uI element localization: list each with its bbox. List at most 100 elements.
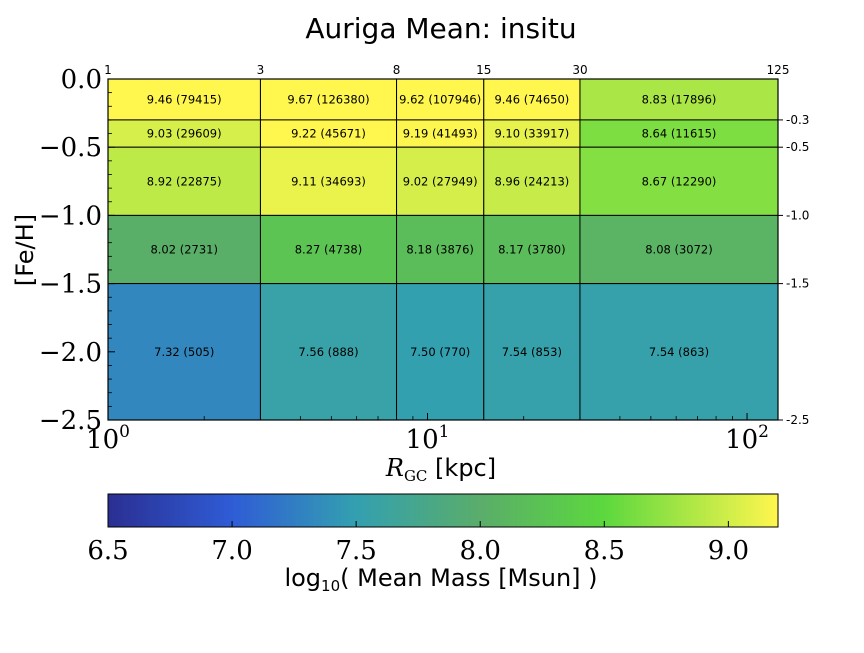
colorbar-segment	[152, 494, 156, 527]
heatmap-cell	[579, 119, 779, 148]
colorbar-segment	[718, 494, 722, 527]
colorbar-segment	[229, 494, 233, 527]
colorbar-segment	[175, 494, 179, 527]
colorbar-segment	[400, 494, 404, 527]
cell-label: 7.32 (505)	[154, 345, 214, 359]
colorbar-segment	[745, 494, 749, 527]
colorbar-segment	[487, 494, 491, 527]
heatmap-cells	[107, 78, 779, 421]
colorbar-segment	[443, 494, 447, 527]
colorbar-segment	[232, 494, 236, 527]
colorbar-segment	[269, 494, 273, 527]
colorbar-segment	[328, 494, 332, 527]
colorbar-segment	[713, 494, 717, 527]
y-tick-label: −2.5	[39, 406, 102, 436]
heatmap-cell	[107, 78, 261, 121]
colorbar-segment	[237, 494, 241, 527]
colorbar-segment	[207, 494, 211, 527]
colorbar-segment	[586, 494, 591, 527]
colorbar-segment	[753, 494, 757, 527]
colorbar-segment	[532, 494, 536, 527]
colorbar-tick-label: 7.0	[211, 536, 252, 566]
right-edge-label: -1.0	[786, 208, 809, 222]
colorbar-segment	[130, 494, 134, 527]
colorbar-segment	[569, 494, 573, 527]
colorbar-segment	[415, 494, 419, 527]
colorbar-segment	[135, 494, 139, 527]
colorbar-segment	[477, 494, 481, 527]
cell-label: 7.54 (863)	[649, 345, 709, 359]
cell-label: 9.19 (41493)	[403, 127, 478, 141]
colorbar-segment	[165, 494, 169, 527]
colorbar-segment	[341, 494, 345, 527]
colorbar-segment	[435, 494, 439, 527]
cell-label: 9.22 (45671)	[291, 127, 366, 141]
colorbar-segment	[522, 494, 526, 527]
cell-label: 9.02 (27949)	[403, 174, 478, 188]
plot-frame	[107, 78, 779, 421]
cell-label: 9.10 (33917)	[494, 127, 569, 141]
colorbar-segment	[559, 494, 563, 527]
colorbar-segment	[735, 494, 739, 527]
right-edge-label: -1.5	[786, 277, 809, 291]
colorbar-segment	[388, 494, 392, 527]
colorbar-segment	[614, 494, 618, 527]
colorbar-segment	[452, 494, 457, 527]
colorbar-tick-label: 8.0	[460, 536, 501, 566]
colorbar-segment	[242, 494, 246, 527]
chart-title: Auriga Mean: insitu	[305, 12, 576, 45]
colorbar-segment	[703, 494, 707, 527]
colorbar-segment	[529, 494, 533, 527]
colorbar-segment	[527, 494, 531, 527]
colorbar-segment	[249, 494, 253, 527]
colorbar-segment	[363, 494, 367, 527]
colorbar-segment	[775, 494, 779, 527]
heatmap-cell	[396, 146, 485, 216]
colorbar-segment	[621, 494, 625, 527]
colorbar-segment	[589, 494, 593, 527]
colorbar-segment	[254, 494, 258, 527]
colorbar-segment	[122, 494, 126, 527]
colorbar-segment	[770, 494, 774, 527]
colorbar-segment	[172, 494, 176, 527]
colorbar-segment	[286, 494, 290, 527]
colorbar-segment	[619, 494, 623, 527]
colorbar-segment	[646, 494, 650, 527]
colorbar-segment	[460, 494, 464, 527]
colorbar-segment	[390, 494, 394, 527]
cell-label: 8.83 (17896)	[642, 92, 717, 106]
colorbar-segment	[626, 494, 630, 527]
colorbar-label: log10( Mean Mass [Msun] )	[284, 564, 597, 595]
top-edge-label: 8	[393, 63, 401, 77]
colorbar-segment	[624, 494, 628, 527]
heatmap-cell	[396, 214, 485, 285]
colorbar-segment	[542, 494, 546, 527]
colorbar-segment	[323, 494, 327, 527]
x-tick-label: 100	[86, 422, 130, 455]
colorbar-segment	[202, 494, 206, 527]
colorbar-segment	[266, 494, 270, 527]
colorbar-segment	[507, 494, 511, 527]
colorbar-segment	[668, 494, 672, 527]
colorbar-segment	[490, 494, 494, 527]
colorbar-segment	[398, 494, 402, 527]
colorbar-segment	[616, 494, 620, 527]
colorbar-segment	[313, 494, 318, 527]
colorbar-segment	[696, 494, 700, 527]
heatmap-cell	[483, 214, 581, 285]
colorbar-segment	[157, 494, 161, 527]
x-axis-label: RGC [kpc]	[385, 454, 496, 485]
cell-label: 9.62 (107946)	[399, 92, 481, 106]
colorbar-segment	[743, 494, 747, 527]
colorbar-segment	[715, 494, 720, 527]
colorbar-segment	[425, 494, 429, 527]
colorbar-segment	[279, 494, 283, 527]
colorbar-segment	[723, 494, 727, 527]
colorbar-segment	[534, 494, 538, 527]
colorbar-segment	[539, 494, 543, 527]
colorbar-tick-label: 6.5	[87, 536, 128, 566]
colorbar-segment	[162, 494, 166, 527]
colorbar-segment	[259, 494, 263, 527]
colorbar-segment	[142, 494, 146, 527]
colorbar-segment	[217, 494, 221, 527]
